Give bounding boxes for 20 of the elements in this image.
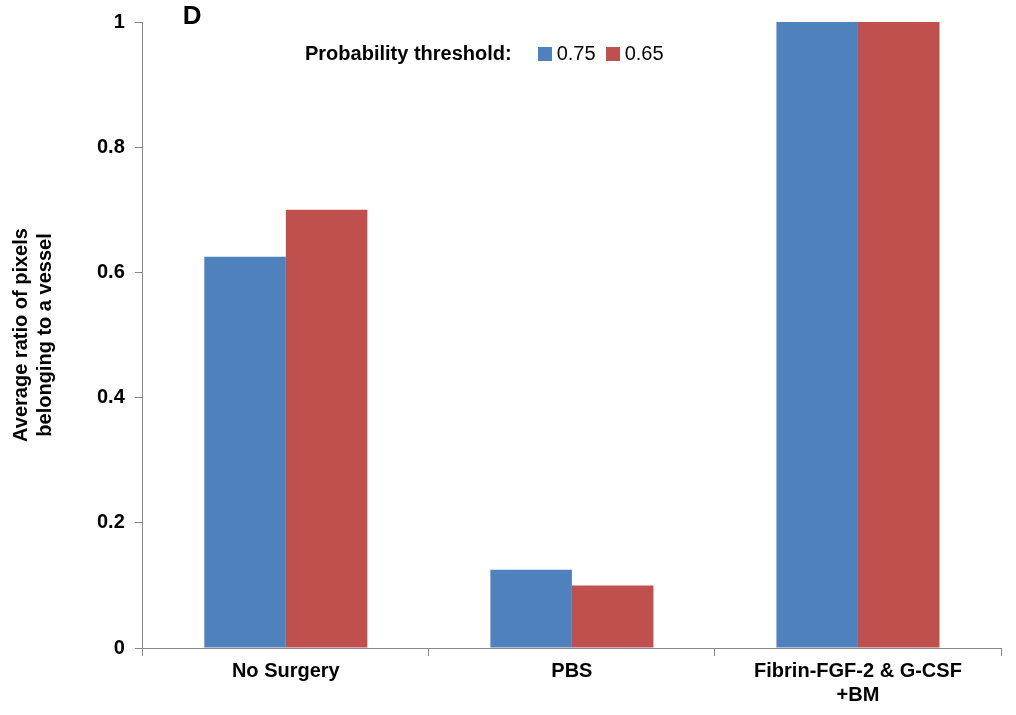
y-tick-label: 0.8 [96,134,125,157]
y-tick-label: 0.6 [96,259,125,282]
legend-title: Probability threshold: [305,42,512,65]
legend-label: 0.65 [624,42,664,65]
bar [571,585,654,648]
x-tick-label: No Surgery [231,658,341,681]
bar [776,22,858,648]
legend-label: 0.75 [556,42,596,65]
y-tick-label: 0 [113,635,125,658]
y-tick-label: 0.2 [96,510,125,533]
bar [285,209,368,648]
annotation: D [182,0,202,31]
bar [857,22,940,648]
y-axis-title: Average ratio of pixels belonging to a vessel [8,228,55,442]
x-tick-label: PBS [551,658,593,681]
x-tick-label: Fibrin-FGF-2 & G-CSF +BM [754,658,962,705]
y-tick-label: 1 [113,9,125,32]
bar [204,256,286,648]
bar [490,569,572,648]
y-tick-label: 0.4 [96,385,126,408]
